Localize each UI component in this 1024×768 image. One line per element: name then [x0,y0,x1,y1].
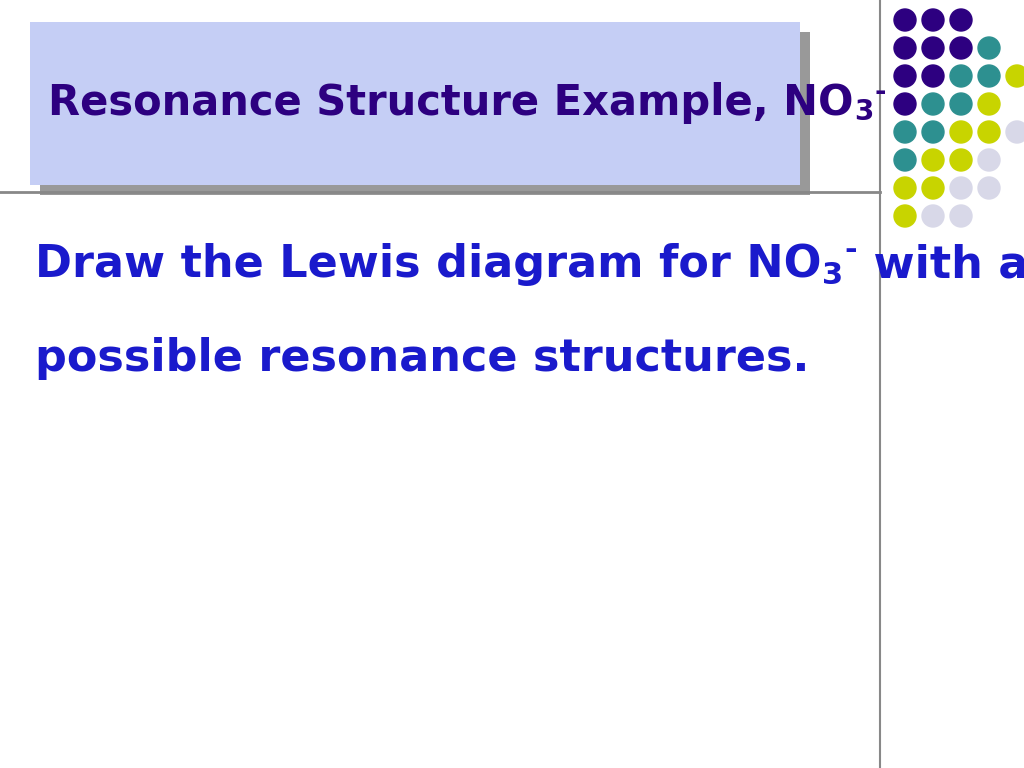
Circle shape [922,93,944,115]
Circle shape [950,9,972,31]
FancyBboxPatch shape [30,22,800,185]
Circle shape [894,149,916,171]
Circle shape [922,65,944,87]
Circle shape [894,93,916,115]
Circle shape [950,93,972,115]
Text: 3: 3 [822,260,844,290]
Circle shape [894,177,916,199]
Circle shape [978,149,1000,171]
Text: -: - [874,78,887,105]
Circle shape [1006,121,1024,143]
Circle shape [894,205,916,227]
Circle shape [950,65,972,87]
Circle shape [978,37,1000,59]
Circle shape [978,177,1000,199]
Circle shape [922,121,944,143]
Circle shape [978,93,1000,115]
Circle shape [922,9,944,31]
Circle shape [978,121,1000,143]
Circle shape [950,177,972,199]
Circle shape [922,205,944,227]
Text: Draw the Lewis diagram for NO: Draw the Lewis diagram for NO [35,243,821,286]
Text: with all: with all [858,243,1024,286]
Circle shape [922,177,944,199]
Circle shape [1006,65,1024,87]
Circle shape [950,37,972,59]
Circle shape [950,149,972,171]
FancyBboxPatch shape [40,32,810,195]
Circle shape [922,37,944,59]
Text: -: - [845,237,857,266]
Circle shape [950,121,972,143]
Circle shape [894,121,916,143]
Circle shape [894,37,916,59]
Circle shape [894,65,916,87]
Text: 3: 3 [854,98,873,125]
Circle shape [950,205,972,227]
Circle shape [978,65,1000,87]
Circle shape [922,149,944,171]
Circle shape [894,9,916,31]
Text: possible resonance structures.: possible resonance structures. [35,336,809,379]
Text: Resonance Structure Example, NO: Resonance Structure Example, NO [48,82,853,124]
